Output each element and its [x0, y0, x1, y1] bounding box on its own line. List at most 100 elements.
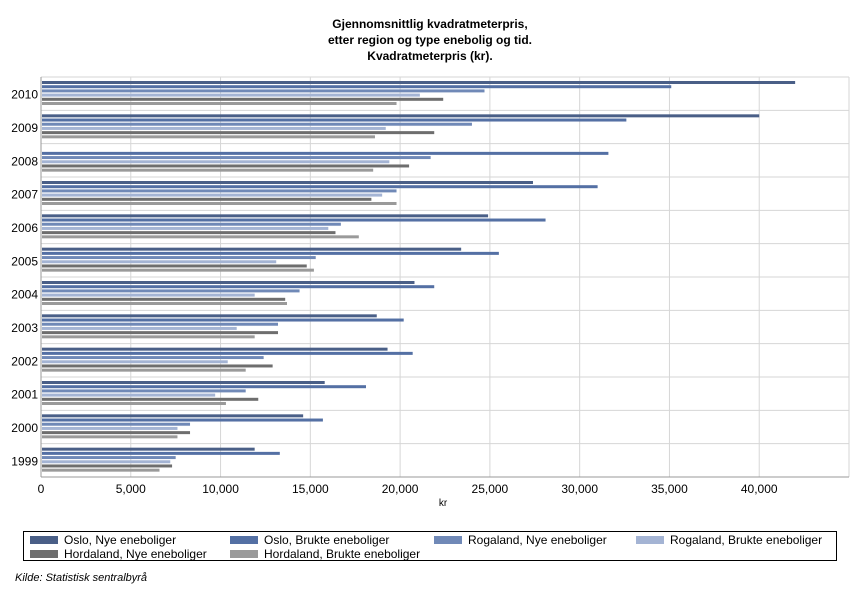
- bar: [42, 351, 413, 355]
- bars: [42, 81, 796, 472]
- bar: [42, 360, 228, 364]
- bar: [42, 131, 435, 135]
- bar: [42, 156, 431, 160]
- bar: [42, 464, 173, 468]
- bar: [42, 431, 191, 435]
- y-tick-label: 2010: [11, 88, 38, 102]
- bar: [42, 318, 404, 322]
- bar: [42, 81, 796, 84]
- bar: [42, 389, 246, 393]
- bar: [42, 368, 246, 372]
- bar: [42, 135, 375, 139]
- y-tick-label: 2005: [11, 254, 38, 268]
- bar: [42, 264, 307, 268]
- bar: [42, 231, 336, 235]
- bar: [42, 114, 760, 118]
- bar: [42, 418, 323, 422]
- bar: [42, 126, 386, 130]
- x-tick-label: 0: [38, 482, 45, 496]
- x-tick-label: 15,000: [292, 482, 329, 496]
- bar: [42, 151, 609, 155]
- bar: [42, 281, 415, 284]
- bar: [42, 426, 178, 430]
- y-tick-label: 2000: [11, 421, 38, 435]
- bar: [42, 422, 191, 426]
- y-tick-label: 2002: [11, 354, 38, 368]
- legend-swatch: [434, 536, 462, 544]
- bar: [42, 381, 325, 384]
- bar: [42, 118, 627, 122]
- source-note: Kilde: Statistisk sentralbyrå: [15, 572, 148, 584]
- bar: [42, 193, 383, 197]
- y-tick-label: 2003: [11, 321, 38, 335]
- legend-swatch: [30, 536, 58, 544]
- bar: [42, 93, 420, 97]
- bar: [42, 326, 237, 330]
- bar: [42, 297, 286, 301]
- bar: [42, 293, 255, 297]
- legend-label: Rogaland, Brukte eneboliger: [670, 533, 823, 547]
- legend-label: Oslo, Nye eneboliger: [64, 533, 177, 547]
- bar: [42, 364, 273, 368]
- bar: [42, 247, 462, 251]
- bar: [42, 393, 216, 397]
- bar: [42, 218, 546, 222]
- x-tick-label: 30,000: [561, 482, 598, 496]
- x-tick-label: 20,000: [382, 482, 419, 496]
- legend-swatch: [636, 536, 664, 544]
- bar: [42, 402, 226, 405]
- legend-item-rogaland-used: Rogaland, Brukte eneboliger: [636, 533, 822, 547]
- bar: [42, 164, 410, 168]
- bar: [42, 397, 259, 401]
- legend-item-oslo-new: Oslo, Nye eneboliger: [30, 533, 176, 547]
- bar: [42, 122, 472, 126]
- y-tick-label: 1999: [11, 454, 38, 468]
- bar: [42, 214, 489, 218]
- bar: [42, 314, 377, 318]
- x-tick-label: 5,000: [116, 482, 146, 496]
- bar: [42, 260, 277, 264]
- bar: [42, 168, 374, 172]
- chart-title-line-3: Kvadratmeterpris (kr).: [367, 49, 493, 63]
- axes: 0 5,000 10,000 15,000 20,000 25,000 30,000 35,0…: [11, 77, 849, 496]
- bar: [42, 322, 279, 326]
- bar: [42, 235, 359, 239]
- bar: [42, 347, 388, 351]
- bar: [42, 456, 176, 460]
- bar: [42, 89, 485, 93]
- bar: [42, 451, 280, 455]
- legend-swatch: [230, 550, 258, 558]
- y-tick-label: 2004: [11, 288, 38, 302]
- bar: [42, 356, 264, 360]
- bar: [42, 414, 304, 418]
- legend-item-hordaland-used: Hordaland, Brukte eneboliger: [230, 547, 420, 561]
- bar: [42, 160, 390, 164]
- x-axis-title: kr: [439, 498, 448, 509]
- legend-swatch: [30, 550, 58, 558]
- legend-label: Oslo, Brukte eneboliger: [264, 533, 390, 547]
- bar: [42, 468, 160, 472]
- legend: Oslo, Nye eneboliger Oslo, Brukte enebol…: [23, 531, 837, 561]
- legend-label: Rogaland, Nye eneboliger: [468, 533, 607, 547]
- bar: [42, 335, 255, 339]
- bar: [42, 202, 397, 205]
- bar: [42, 102, 397, 105]
- bar: [42, 331, 279, 335]
- chart-title-line-1: Gjennomsnittlig kvadratmeterpris,: [332, 17, 528, 31]
- bar: [42, 302, 287, 305]
- y-tick-label: 2008: [11, 154, 38, 168]
- x-tick-label: 25,000: [472, 482, 509, 496]
- legend-swatch: [230, 536, 258, 544]
- bar: [42, 447, 255, 451]
- legend-label: Hordaland, Nye eneboliger: [64, 547, 207, 561]
- legend-item-rogaland-new: Rogaland, Nye eneboliger: [434, 533, 607, 547]
- bar: [42, 222, 341, 226]
- chart-title-line-2: etter region og type enebolig og tid.: [327, 33, 532, 47]
- x-tick-label: 35,000: [651, 482, 688, 496]
- legend-item-oslo-used: Oslo, Brukte eneboliger: [230, 533, 389, 547]
- bar: [42, 385, 366, 389]
- y-tick-label: 2007: [11, 188, 38, 202]
- bar: [42, 251, 499, 255]
- legend-item-hordaland-new: Hordaland, Nye eneboliger: [30, 547, 207, 561]
- bar: [42, 197, 372, 201]
